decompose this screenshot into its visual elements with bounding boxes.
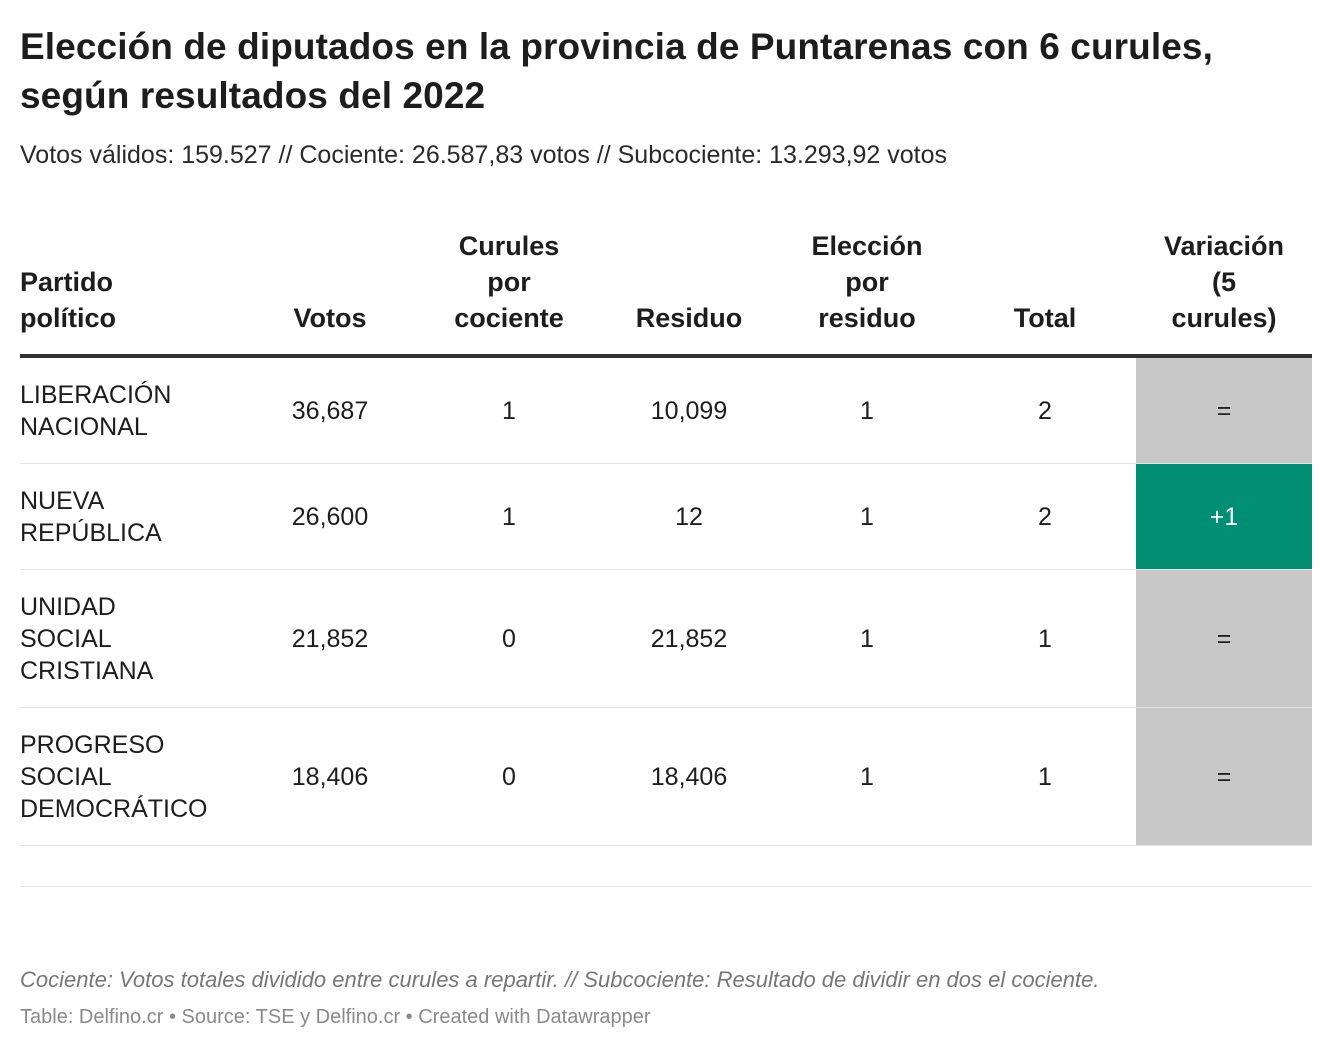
chart-title: Elección de diputados en la provincia de… (20, 26, 1213, 116)
col-header-variacion[interactable]: Variación (5 curules) (1136, 228, 1312, 358)
col-header-votos[interactable]: Votos (240, 228, 420, 358)
cell-votos: 18,406 (240, 707, 420, 846)
table-row: PROGRESO SOCIAL DEMOCRÁTICO 18,406 0 18,… (20, 707, 1312, 846)
cell-eleccion-residuo: 1 (780, 569, 954, 708)
cell-votos: 26,600 (240, 463, 420, 570)
cell-partido: LIBERACIÓN NACIONAL (20, 356, 240, 464)
col-header-partido[interactable]: Partido político (20, 228, 240, 358)
cell-partido: UNIDAD SOCIAL CRISTIANA (20, 569, 240, 708)
table-bottom-divider (20, 886, 1312, 887)
cell-curules-cociente: 1 (420, 463, 598, 570)
cell-variacion: = (1136, 707, 1312, 846)
cell-eleccion-residuo: 1 (780, 463, 954, 570)
cell-total: 2 (954, 463, 1136, 570)
cell-residuo: 18,406 (598, 707, 780, 846)
table-row: NUEVA REPÚBLICA 26,600 1 12 1 2 +1 (20, 463, 1312, 570)
cell-total: 1 (954, 569, 1136, 708)
cell-residuo: 21,852 (598, 569, 780, 708)
results-table: Partido político Votos Curules por cocie… (20, 228, 1312, 846)
col-header-total[interactable]: Total (954, 228, 1136, 358)
cell-variacion: = (1136, 569, 1312, 708)
chart-subtitle: Votos válidos: 159.527 // Cociente: 26.5… (20, 141, 948, 169)
cell-residuo: 10,099 (598, 356, 780, 464)
cell-partido: NUEVA REPÚBLICA (20, 463, 240, 570)
chart-notes: Cociente: Votos totales dividido entre c… (20, 967, 1100, 992)
table-row: UNIDAD SOCIAL CRISTIANA 21,852 0 21,852 … (20, 569, 1312, 708)
cell-total: 1 (954, 707, 1136, 846)
table-header-row: Partido político Votos Curules por cocie… (20, 228, 1312, 358)
col-header-eleccion-residuo[interactable]: Elección por residuo (780, 228, 954, 358)
chart-footer: Table: Delfino.cr • Source: TSE y Delfin… (20, 1006, 651, 1028)
cell-votos: 36,687 (240, 356, 420, 464)
cell-variacion: +1 (1136, 463, 1312, 570)
col-header-curules-cociente[interactable]: Curules por cociente (420, 228, 598, 358)
cell-curules-cociente: 0 (420, 569, 598, 708)
cell-variacion: = (1136, 356, 1312, 464)
cell-partido: PROGRESO SOCIAL DEMOCRÁTICO (20, 707, 240, 846)
cell-curules-cociente: 1 (420, 356, 598, 464)
cell-eleccion-residuo: 1 (780, 356, 954, 464)
cell-total: 2 (954, 356, 1136, 464)
cell-residuo: 12 (598, 463, 780, 570)
cell-votos: 21,852 (240, 569, 420, 708)
cell-curules-cociente: 0 (420, 707, 598, 846)
col-header-residuo[interactable]: Residuo (598, 228, 780, 358)
table-row: LIBERACIÓN NACIONAL 36,687 1 10,099 1 2 … (20, 356, 1312, 464)
cell-eleccion-residuo: 1 (780, 707, 954, 846)
